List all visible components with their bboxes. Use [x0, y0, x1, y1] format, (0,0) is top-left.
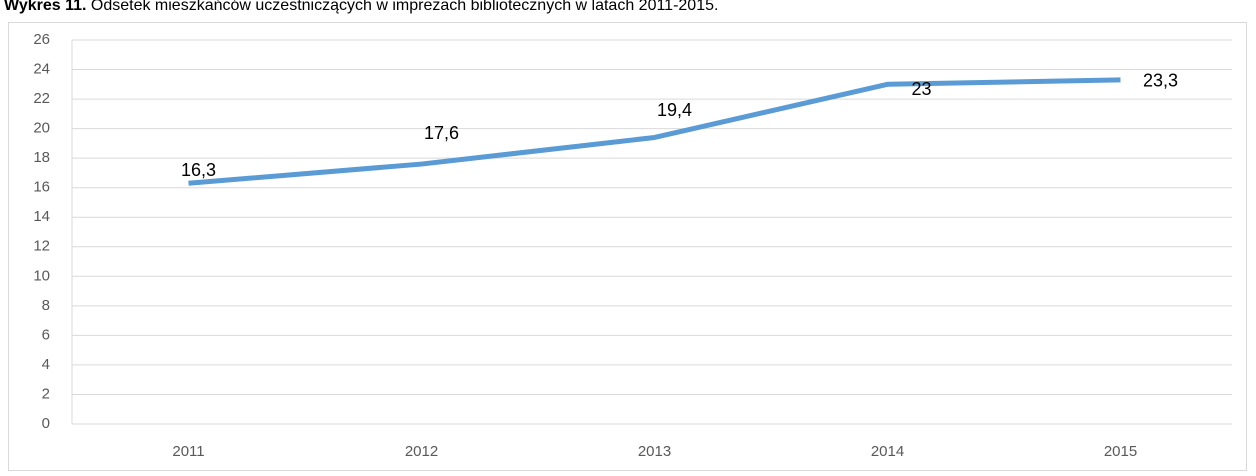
y-tick-label: 6: [42, 326, 50, 343]
y-tick-label: 22: [33, 90, 50, 107]
x-tick-label: 2012: [405, 443, 438, 460]
y-tick-label: 20: [33, 120, 50, 137]
data-label: 23,3: [1143, 71, 1178, 91]
series-line: [188, 77, 1121, 186]
x-tick-label: 2013: [638, 443, 671, 460]
chart-title: Wykres 11. Odsetek mieszkańców uczestnic…: [4, 0, 718, 14]
data-label: 16,3: [181, 160, 216, 180]
y-tick-label: 0: [42, 415, 50, 432]
x-tick-label: 2015: [1104, 443, 1137, 460]
title-label: Wykres 11.: [4, 0, 86, 14]
data-label: 19,4: [657, 100, 692, 120]
y-tick-label: 4: [42, 356, 50, 373]
y-tick-label: 8: [42, 297, 50, 314]
y-tick-label: 16: [33, 179, 50, 196]
data-label: 17,6: [424, 123, 459, 143]
title-text: Odsetek mieszkańców uczestniczących w im…: [91, 0, 719, 14]
y-tick-label: 12: [33, 238, 50, 255]
chart-frame: [8, 22, 1247, 471]
y-tick-label: 14: [33, 208, 50, 225]
y-tick-label: 2: [42, 385, 50, 402]
x-tick-label: 2014: [871, 443, 904, 460]
y-tick-label: 10: [33, 267, 50, 284]
x-tick-label: 2011: [172, 443, 204, 460]
y-tick-label: 18: [33, 149, 50, 166]
y-tick-label: 24: [33, 61, 50, 78]
data-label: 23: [911, 79, 931, 99]
y-tick-label: 26: [33, 31, 50, 48]
